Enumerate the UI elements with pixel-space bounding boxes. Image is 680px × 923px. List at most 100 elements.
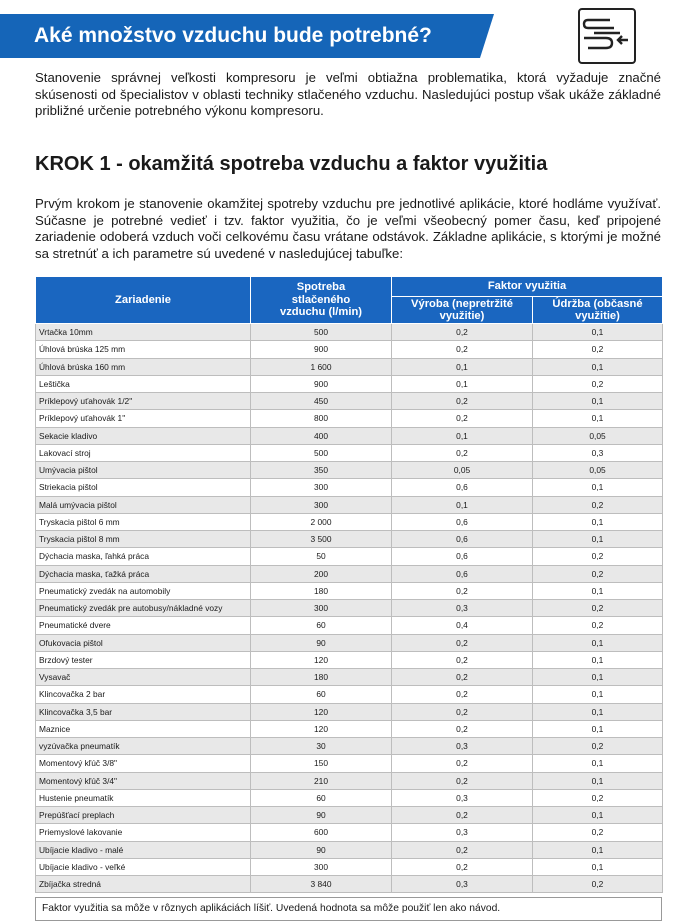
header-device: Zariadenie [35, 276, 251, 324]
table-row: Úhlová brúska 160 mm 1 600 0,1 0,1 [35, 357, 663, 376]
device-cell: Sekacie kladivo [35, 426, 251, 445]
table-row: Maznice 120 0,2 0,1 [35, 719, 663, 739]
table-row: Vysavač 180 0,2 0,1 [35, 667, 663, 687]
consumption-cell: 500 [250, 443, 392, 463]
production-cell: 0,2 [391, 857, 533, 877]
maintenance-cell: 0,2 [532, 598, 663, 618]
production-cell: 0,05 [391, 460, 533, 480]
production-cell: 0,1 [391, 357, 533, 376]
consumption-cell: 900 [250, 340, 392, 359]
maintenance-cell: 0,1 [532, 667, 663, 687]
maintenance-cell: 0,2 [532, 340, 663, 359]
device-cell: Brzdový tester [35, 650, 251, 670]
device-cell: Klincovačka 2 bar [35, 685, 251, 704]
production-cell: 0,2 [391, 340, 533, 359]
table-row: Leštička 900 0,1 0,2 [35, 374, 663, 394]
device-cell: Úhlová brúska 125 mm [35, 340, 251, 359]
maintenance-cell: 0,2 [532, 564, 663, 583]
table-row: Tryskacia pištol 6 mm 2 000 0,6 0,1 [35, 512, 663, 532]
table-row: Pneumatický zvedák pre autobusy/nákladné… [35, 598, 663, 618]
table-row: Ubíjacie kladivo - veľké 300 0,2 0,1 [35, 857, 663, 877]
production-cell: 0,2 [391, 322, 533, 342]
consumption-table: Zariadenie Spotreba stlačeného vzduchu (… [35, 276, 663, 894]
maintenance-cell: 0,1 [532, 650, 663, 670]
device-cell: Momentový kľúč 3/4" [35, 771, 251, 790]
consumption-cell: 400 [250, 426, 392, 445]
consumption-cell: 120 [250, 719, 392, 739]
table-row: Príklepový uťahovák 1/2" 450 0,2 0,1 [35, 391, 663, 411]
header-maintenance: Údržba (občasné využitie) [532, 296, 663, 324]
device-cell: Leštička [35, 374, 251, 394]
table-row: Hustenie pneumatík 60 0,3 0,2 [35, 788, 663, 808]
consumption-cell: 90 [250, 805, 392, 825]
maintenance-cell: 0,2 [532, 547, 663, 566]
consumption-cell: 180 [250, 581, 392, 601]
consumption-cell: 900 [250, 374, 392, 394]
table-body: Vrtačka 10mm 500 0,2 0,1 Úhlová brúska 125 m… [35, 322, 663, 894]
table-row: Pneumatické dvere 60 0,4 0,2 [35, 616, 663, 635]
table-row: Malá umývacia pištol 300 0,1 0,2 [35, 495, 663, 514]
maintenance-cell: 0,1 [532, 805, 663, 825]
device-cell: Pneumatické dvere [35, 616, 251, 635]
device-cell: Dýchacia maska, ľahká práca [35, 547, 251, 566]
footnote: Faktor využitia sa môže v rôznych apliká… [35, 897, 662, 921]
device-cell: Tryskacia pištol 8 mm [35, 529, 251, 549]
consumption-cell: 1 600 [250, 357, 392, 376]
table-row: Tryskacia pištol 8 mm 3 500 0,6 0,1 [35, 529, 663, 549]
maintenance-cell: 0,1 [532, 581, 663, 601]
device-cell: Umývacia pištol [35, 460, 251, 480]
production-cell: 0,2 [391, 805, 533, 825]
consumption-cell: 300 [250, 857, 392, 877]
consumption-cell: 30 [250, 736, 392, 756]
production-cell: 0,3 [391, 874, 533, 894]
header-factor: Faktor využitia [391, 276, 663, 297]
consumption-cell: 300 [250, 478, 392, 497]
maintenance-cell: 0,2 [532, 874, 663, 894]
device-cell: Momentový kľúč 3/8" [35, 754, 251, 773]
device-cell: Úhlová brúska 160 mm [35, 357, 251, 376]
consumption-cell: 90 [250, 633, 392, 652]
consumption-table-wrapper: Zariadenie Spotreba stlačeného vzduchu (… [35, 276, 663, 894]
consumption-cell: 800 [250, 409, 392, 428]
production-cell: 0,6 [391, 564, 533, 583]
device-cell: vyzúvačka pneumatík [35, 736, 251, 756]
maintenance-cell: 0,2 [532, 736, 663, 756]
device-cell: Vrtačka 10mm [35, 322, 251, 342]
device-cell: Maznice [35, 719, 251, 739]
device-cell: Zbíjačka stredná [35, 874, 251, 894]
compressor-air-icon [578, 8, 636, 64]
production-cell: 0,3 [391, 736, 533, 756]
maintenance-cell: 0,1 [532, 529, 663, 549]
consumption-cell: 600 [250, 823, 392, 842]
consumption-cell: 450 [250, 391, 392, 411]
production-cell: 0,2 [391, 409, 533, 428]
maintenance-cell: 0,2 [532, 788, 663, 808]
consumption-cell: 3 500 [250, 529, 392, 549]
table-row: Umývacia pištol 350 0,05 0,05 [35, 460, 663, 480]
device-cell: Lakovací stroj [35, 443, 251, 463]
step-heading: KROK 1 - okamžitá spotreba vzduchu a fak… [35, 153, 548, 175]
intro-paragraph: Stanovenie správnej veľkosti kompresoru … [35, 70, 661, 118]
production-cell: 0,1 [391, 495, 533, 514]
production-cell: 0,3 [391, 823, 533, 842]
table-row: Dýchacia maska, ťažká práca 200 0,6 0,2 [35, 564, 663, 583]
maintenance-cell: 0,1 [532, 857, 663, 877]
table-row: Príklepový uťahovák 1" 800 0,2 0,1 [35, 409, 663, 428]
device-cell: Príklepový uťahovák 1/2" [35, 391, 251, 411]
consumption-cell: 60 [250, 616, 392, 635]
production-cell: 0,2 [391, 391, 533, 411]
production-cell: 0,2 [391, 581, 533, 601]
maintenance-cell: 0,1 [532, 633, 663, 652]
maintenance-cell: 0,2 [532, 616, 663, 635]
production-cell: 0,2 [391, 443, 533, 463]
table-row: Klincovačka 2 bar 60 0,2 0,1 [35, 685, 663, 704]
device-cell: Priemyslové lakovanie [35, 823, 251, 842]
consumption-cell: 350 [250, 460, 392, 480]
production-cell: 0,6 [391, 529, 533, 549]
device-cell: Vysavač [35, 667, 251, 687]
device-cell: Prepúšťací preplach [35, 805, 251, 825]
table-row: Priemyslové lakovanie 600 0,3 0,2 [35, 823, 663, 842]
consumption-cell: 300 [250, 495, 392, 514]
maintenance-cell: 0,2 [532, 823, 663, 842]
device-cell: Dýchacia maska, ťažká práca [35, 564, 251, 583]
